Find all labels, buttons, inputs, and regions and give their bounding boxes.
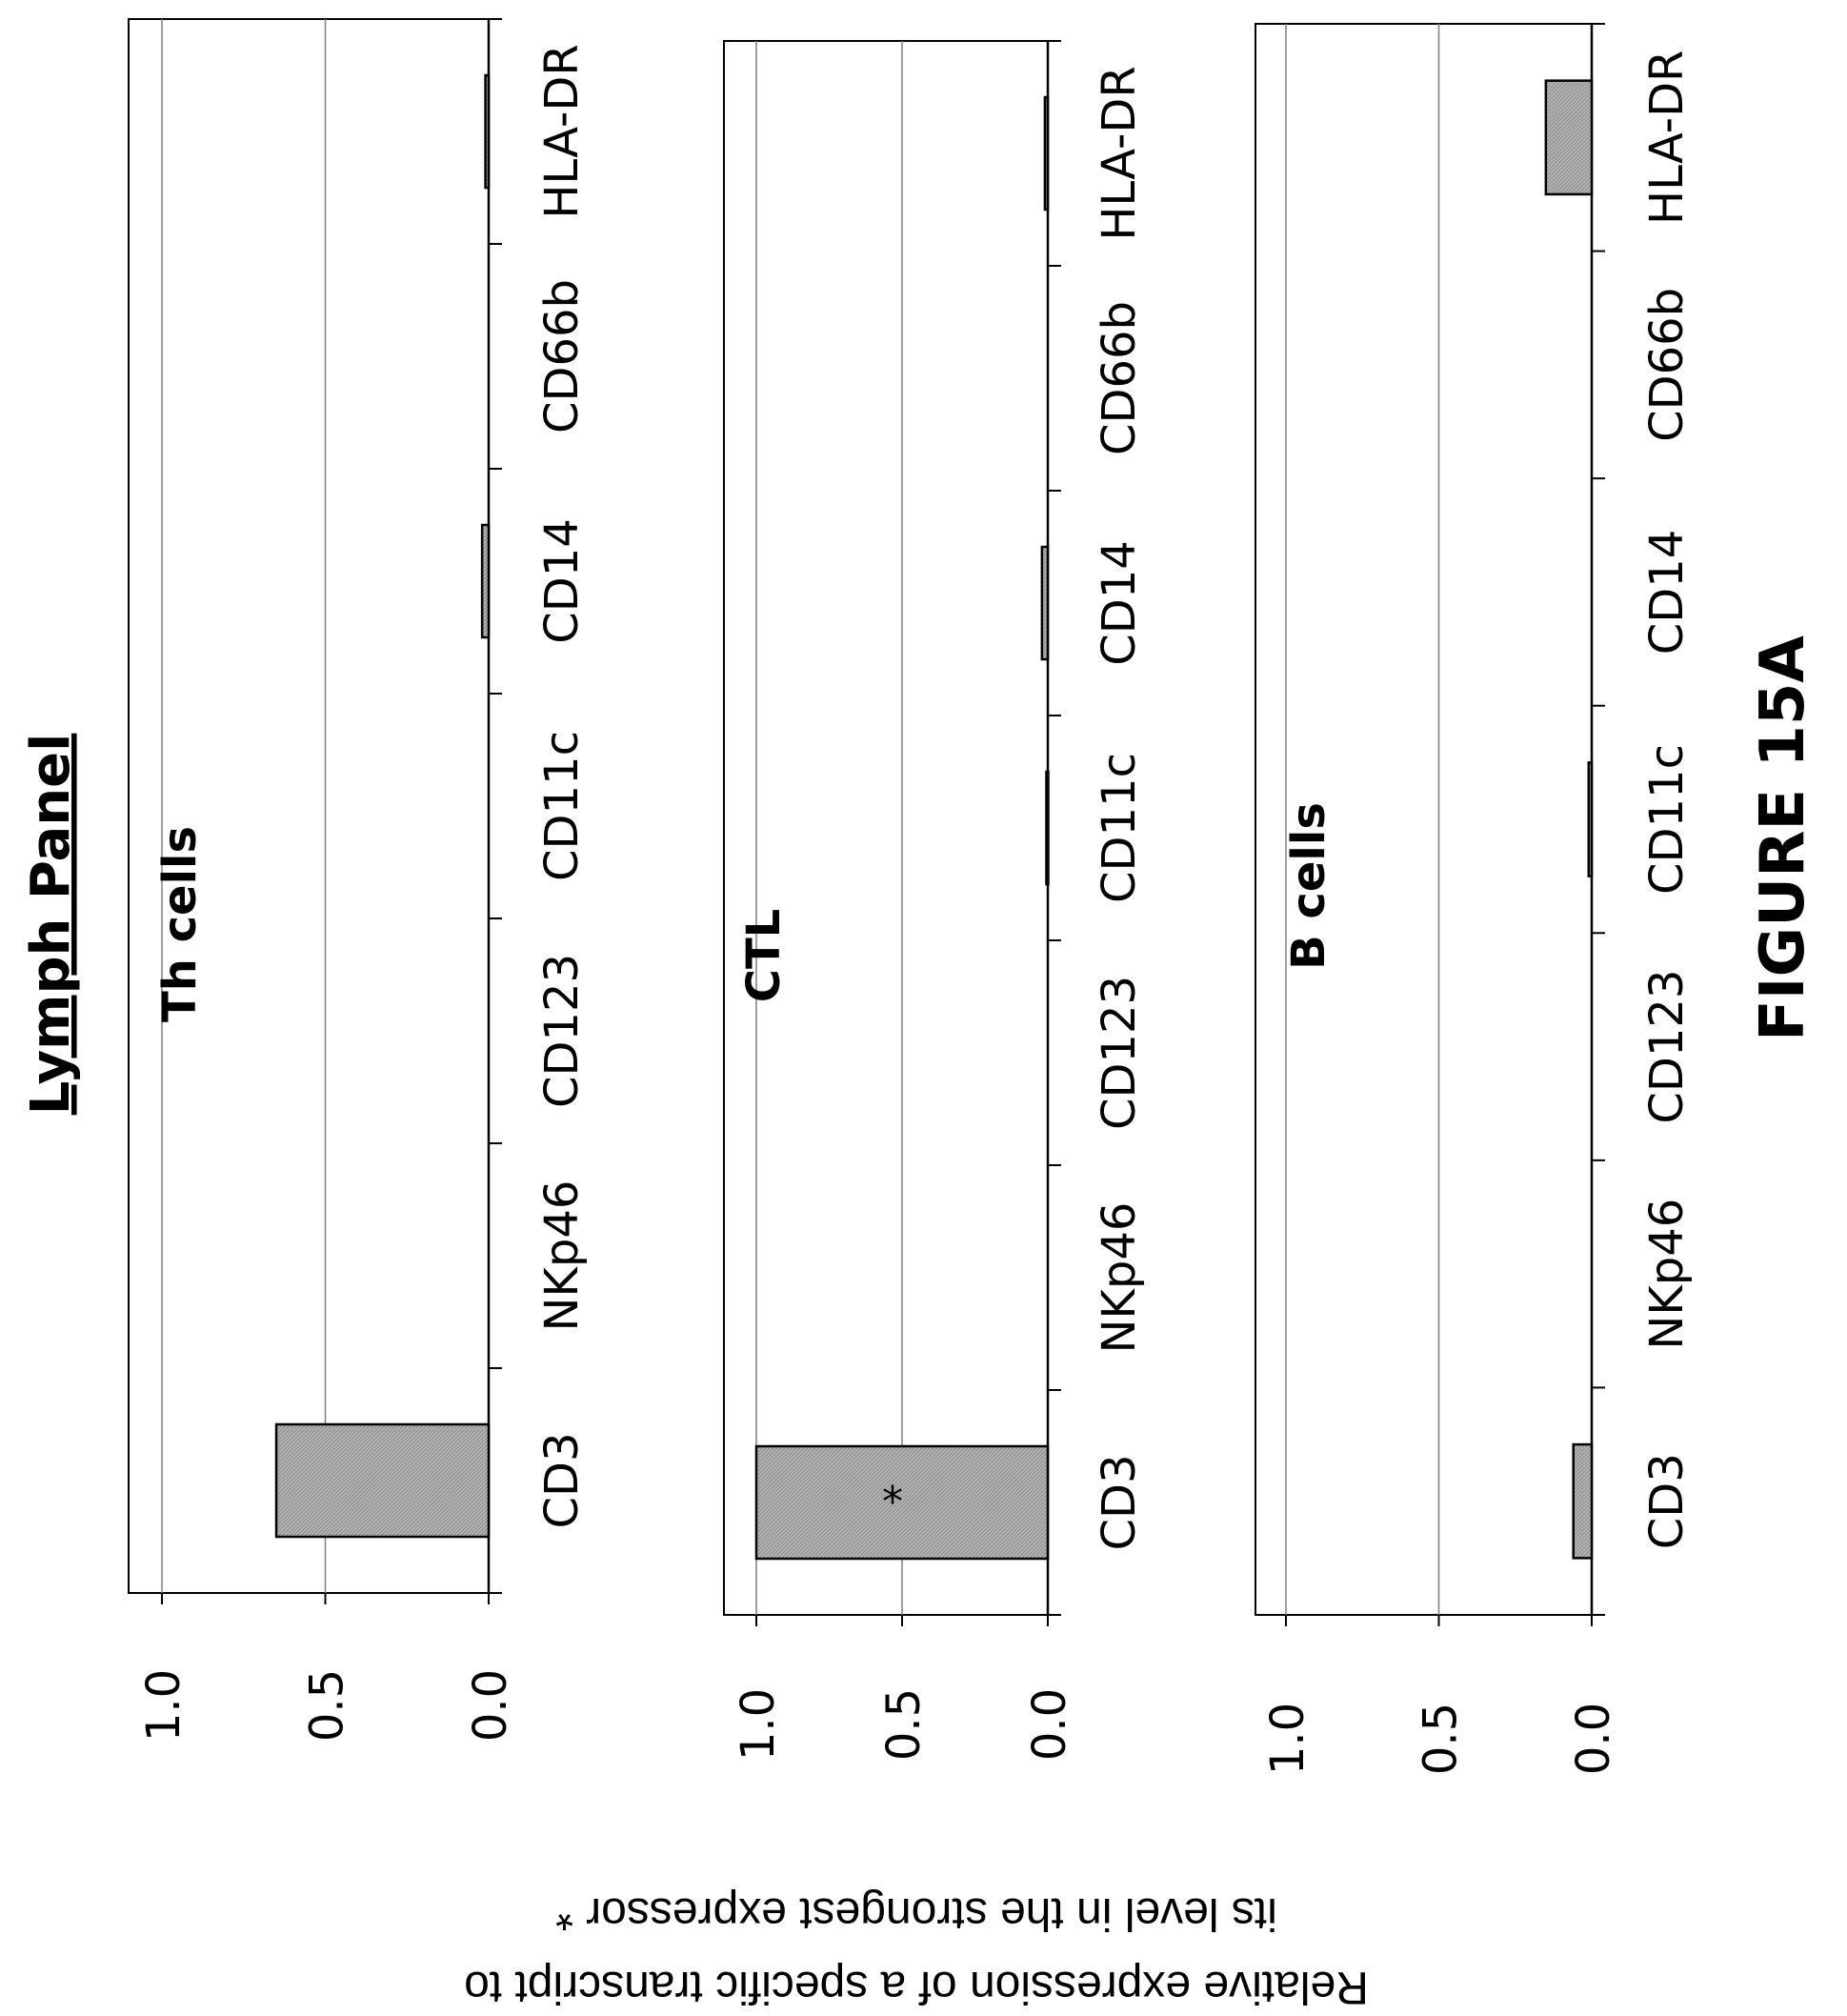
value-tick-label: 1.0 <box>137 1669 191 1742</box>
chart-0: 0.0 0.5 1.0 CD3 NKp46 CD123 CD11c CD14 CD66b HLA-… <box>128 18 589 1742</box>
category-label-hla-dr: HLA-DR <box>1640 50 1694 225</box>
value-tick-label: 0.5 <box>877 1688 931 1761</box>
category-label-cd66b: CD66b <box>535 279 589 433</box>
category-label-hla-dr: HLA-DR <box>535 44 589 218</box>
category-label-nkp46: NKp46 <box>535 1180 589 1332</box>
value-tick-label: 1.0 <box>1261 1703 1315 1775</box>
bar-hla-dr <box>1043 95 1050 212</box>
category-label-cd3: CD3 <box>1093 1454 1146 1550</box>
bar-cd14 <box>480 523 491 639</box>
category-label-cd11c: CD11c <box>1640 744 1694 895</box>
category-label-cd123: CD123 <box>1093 976 1146 1130</box>
bar-cd3 <box>754 1444 1050 1561</box>
chart-1: 0.0 0.5 1.0 * CD3 NKp46 CD123 CD11c CD14 CD66b HLA… <box>723 40 1146 1761</box>
plot-frame <box>723 40 1049 1616</box>
chart-title: B cells <box>1282 802 1335 970</box>
charts-group: 0.0 0.5 1.0 CD3 NKp46 CD123 CD11c CD14 CD66b HLA-… <box>128 18 1694 1775</box>
chart-title: CTL <box>737 909 791 1003</box>
y-axis-label-line-1: Relative expression of a specific transc… <box>464 1962 1369 2012</box>
bar-cd11c <box>1045 770 1050 886</box>
bar-cd3 <box>1572 1442 1594 1560</box>
value-tick-label: 0.5 <box>1415 1703 1468 1775</box>
value-tick-label: 0.0 <box>1023 1688 1076 1761</box>
value-tick-label: 0.0 <box>1567 1703 1620 1775</box>
bar-cd14 <box>1040 545 1050 661</box>
bar-hla-dr <box>1544 79 1594 196</box>
plot-frame <box>128 18 490 1594</box>
category-label-cd123: CD123 <box>535 954 589 1108</box>
category-label-cd66b: CD66b <box>1640 288 1694 442</box>
category-label-hla-dr: HLA-DR <box>1093 66 1146 240</box>
category-label-cd14: CD14 <box>1640 530 1694 655</box>
chart-2: 0.0 0.5 1.0 CD3 NKp46 CD123 CD11c CD14 CD66b HLA-… <box>1255 23 1694 1775</box>
category-label-nkp46: NKp46 <box>1640 1199 1694 1350</box>
category-label-cd11c: CD11c <box>535 731 589 881</box>
panel-title: Lymph Panel <box>20 734 82 1116</box>
bar-hla-dr <box>484 73 491 190</box>
bar-cd3 <box>274 1422 491 1539</box>
category-label-cd14: CD14 <box>1093 540 1146 666</box>
chart-title: Th cells <box>153 826 207 1022</box>
figure-label: FIGURE 15A <box>1748 635 1818 1041</box>
category-label-cd14: CD14 <box>535 518 589 644</box>
value-tick-label: 0.5 <box>301 1669 354 1742</box>
value-tick-label: 0.0 <box>464 1669 517 1742</box>
category-label-nkp46: NKp46 <box>1093 1202 1146 1354</box>
category-label-cd3: CD3 <box>535 1432 589 1528</box>
strongest-expressor-marker: * <box>882 1478 903 1526</box>
category-label-cd123: CD123 <box>1640 970 1694 1124</box>
category-label-cd3: CD3 <box>1640 1453 1694 1549</box>
y-axis-label-line-2: its level in the strongest expressor * <box>555 1888 1277 1939</box>
category-label-cd11c: CD11c <box>1093 753 1146 903</box>
category-label-cd66b: CD66b <box>1093 301 1146 455</box>
value-tick-label: 1.0 <box>732 1688 785 1761</box>
bar-cd11c <box>1587 761 1594 877</box>
